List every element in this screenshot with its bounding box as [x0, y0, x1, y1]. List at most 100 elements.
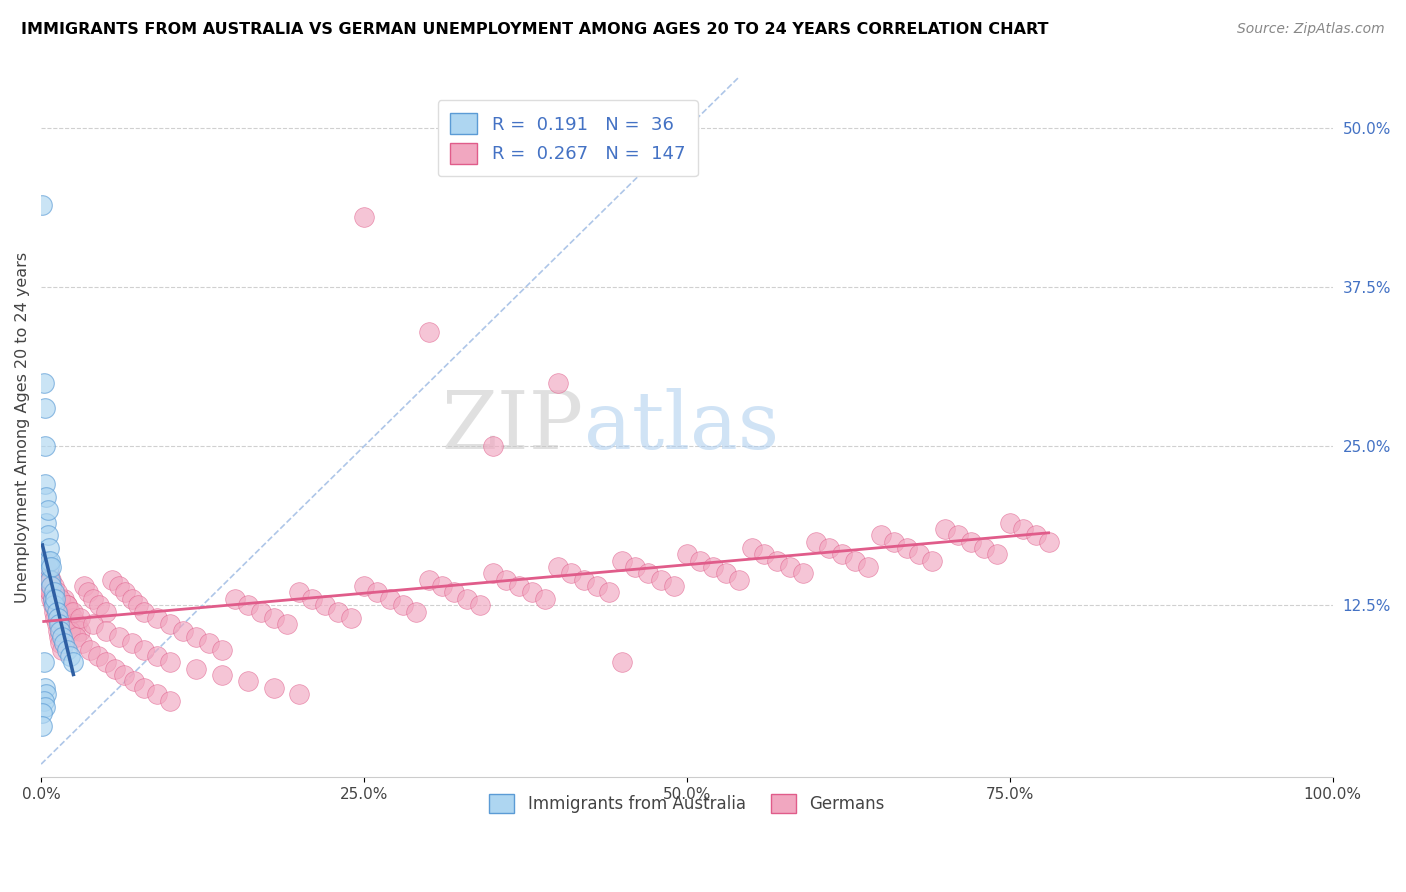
Point [44, 598, 66, 612]
Y-axis label: Unemployment Among Ages 20 to 24 years: Unemployment Among Ages 20 to 24 years [15, 252, 30, 603]
Point [41, 579, 63, 593]
Point [146, 687, 169, 701]
Point [353, 579, 375, 593]
Point [101, 573, 124, 587]
Point [31, 197, 53, 211]
Point [908, 547, 931, 561]
Point [31, 706, 53, 721]
Point [560, 566, 582, 581]
Point [53, 591, 76, 606]
Point [430, 579, 453, 593]
Point [45, 585, 67, 599]
Point [82, 591, 104, 606]
Point [56, 642, 79, 657]
Point [585, 579, 607, 593]
Point [741, 541, 763, 555]
Text: atlas: atlas [583, 388, 779, 467]
Point [34, 401, 56, 415]
Point [159, 656, 181, 670]
Point [32, 376, 55, 390]
Point [1025, 528, 1047, 542]
Point [42, 585, 65, 599]
Point [42, 598, 65, 612]
Point [470, 598, 492, 612]
Point [39, 554, 62, 568]
Point [844, 554, 866, 568]
Point [51, 630, 73, 644]
Point [301, 591, 323, 606]
Point [72, 636, 94, 650]
Point [46, 605, 69, 619]
Point [87, 648, 110, 663]
Point [66, 617, 89, 632]
Point [34, 439, 56, 453]
Point [624, 560, 647, 574]
Point [76, 585, 98, 599]
Point [856, 560, 879, 574]
Text: Source: ZipAtlas.com: Source: ZipAtlas.com [1237, 22, 1385, 37]
Point [340, 611, 363, 625]
Point [46, 611, 69, 625]
Point [288, 585, 311, 599]
Point [41, 573, 63, 587]
Point [482, 566, 505, 581]
Point [39, 573, 62, 587]
Point [41, 591, 63, 606]
Point [224, 591, 246, 606]
Point [94, 605, 117, 619]
Point [82, 617, 104, 632]
Point [146, 648, 169, 663]
Point [779, 560, 801, 574]
Point [32, 554, 55, 568]
Point [314, 598, 336, 612]
Point [44, 611, 66, 625]
Point [276, 617, 298, 632]
Point [35, 560, 58, 574]
Point [547, 376, 569, 390]
Point [418, 573, 440, 587]
Point [53, 617, 76, 632]
Point [53, 636, 76, 650]
Point [122, 674, 145, 689]
Point [804, 534, 827, 549]
Point [650, 573, 672, 587]
Point [62, 656, 84, 670]
Point [35, 516, 58, 530]
Point [134, 681, 156, 695]
Point [328, 605, 350, 619]
Point [134, 605, 156, 619]
Point [676, 547, 699, 561]
Point [37, 528, 59, 542]
Point [547, 560, 569, 574]
Point [38, 541, 60, 555]
Point [159, 693, 181, 707]
Point [62, 611, 84, 625]
Point [73, 579, 96, 593]
Point [58, 605, 80, 619]
Point [58, 624, 80, 638]
Point [831, 547, 853, 561]
Point [727, 573, 749, 587]
Point [38, 579, 60, 593]
Point [107, 579, 129, 593]
Point [62, 605, 84, 619]
Point [34, 560, 56, 574]
Point [391, 598, 413, 612]
Point [482, 439, 505, 453]
Point [38, 560, 60, 574]
Point [42, 598, 65, 612]
Point [35, 687, 58, 701]
Point [49, 624, 72, 638]
Point [34, 700, 56, 714]
Point [986, 547, 1008, 561]
Point [973, 541, 995, 555]
Point [598, 585, 620, 599]
Point [45, 617, 67, 632]
Point [378, 591, 401, 606]
Point [49, 591, 72, 606]
Point [56, 598, 79, 612]
Point [921, 554, 943, 568]
Point [714, 566, 737, 581]
Point [1038, 534, 1060, 549]
Point [702, 560, 724, 574]
